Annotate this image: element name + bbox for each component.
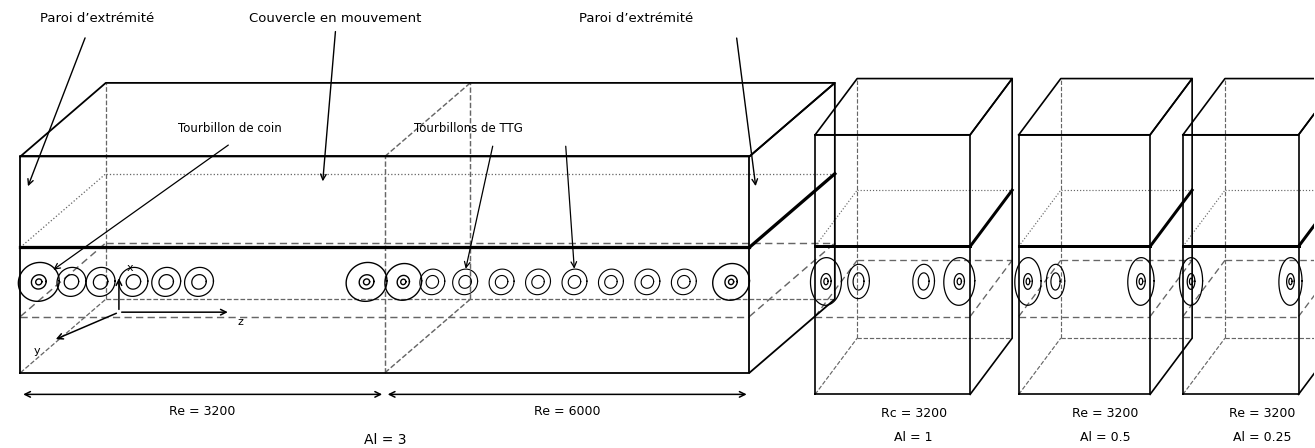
Text: Tourbillons de TTG: Tourbillons de TTG <box>414 122 523 135</box>
Text: Rc = 3200: Rc = 3200 <box>881 407 947 420</box>
Text: Re = 3200: Re = 3200 <box>170 405 235 418</box>
Text: Paroi d’extrémité: Paroi d’extrémité <box>579 12 693 25</box>
Text: y: y <box>33 346 39 356</box>
Text: x: x <box>126 263 133 273</box>
Text: z: z <box>237 316 243 327</box>
Text: Paroi d’extrémité: Paroi d’extrémité <box>39 12 154 25</box>
Text: Al = 0.25: Al = 0.25 <box>1232 431 1291 444</box>
Text: Tourbillon de coin: Tourbillon de coin <box>178 122 281 135</box>
Text: Re = 6000: Re = 6000 <box>534 405 601 418</box>
Text: Re = 3200: Re = 3200 <box>1072 407 1139 420</box>
Text: Couvercle en mouvement: Couvercle en mouvement <box>250 12 422 25</box>
Text: Al = 0.5: Al = 0.5 <box>1080 431 1131 444</box>
Text: Re = 3200: Re = 3200 <box>1228 407 1295 420</box>
Text: Al = 1: Al = 1 <box>894 431 932 444</box>
Text: Al = 3: Al = 3 <box>364 433 406 447</box>
